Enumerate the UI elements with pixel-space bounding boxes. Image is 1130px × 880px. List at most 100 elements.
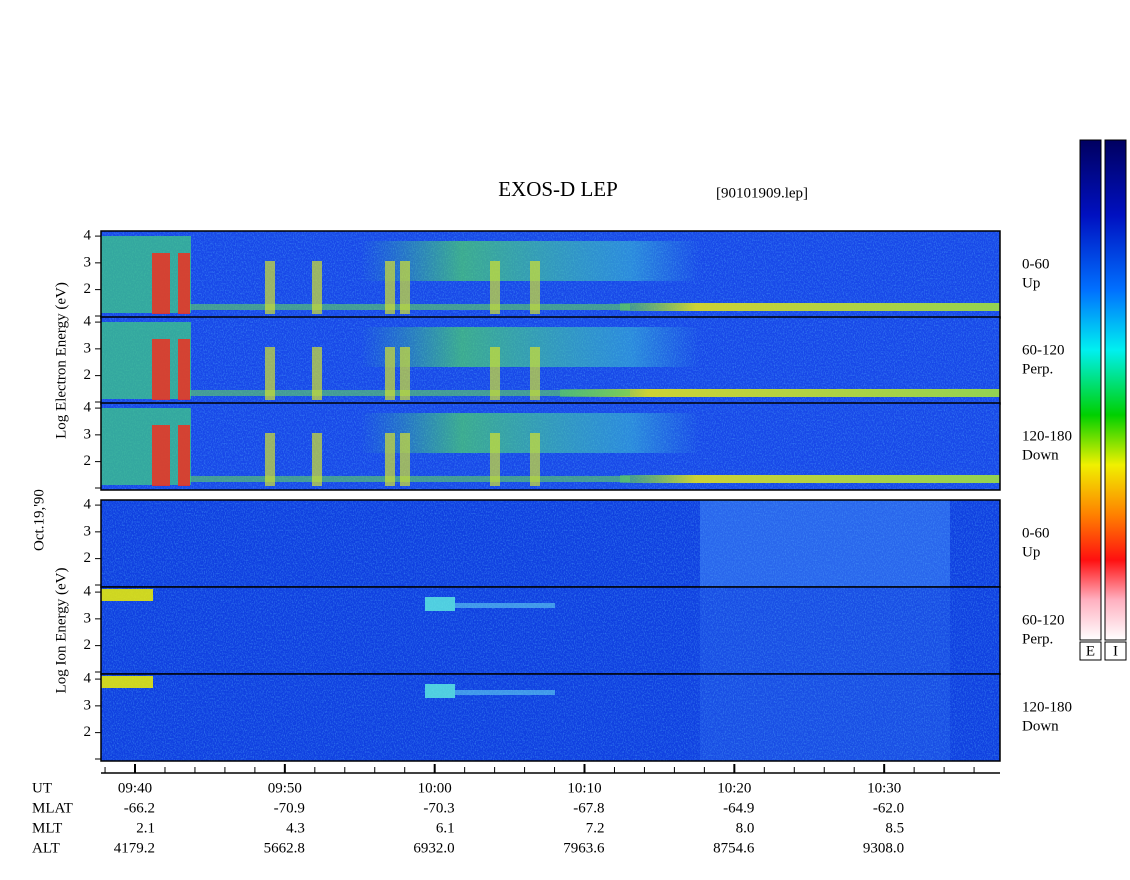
x-tick-label: 10:10: [567, 780, 601, 796]
burst: [265, 261, 275, 314]
aux-value: -70.9: [274, 800, 305, 816]
aux-value: -70.3: [423, 800, 454, 816]
y-tick-label: 3: [84, 340, 92, 356]
y-tick-label: 4: [84, 671, 92, 687]
aux-value: 7963.6: [563, 840, 605, 856]
y-tick-label: 2: [84, 367, 92, 383]
burst: [312, 347, 322, 400]
x-tick-label: 09:50: [268, 780, 302, 796]
x-tick-label: 10:00: [418, 780, 452, 796]
aux-value: -64.9: [723, 800, 754, 816]
burst: [265, 347, 275, 400]
ion-haze: [700, 500, 950, 587]
y-tick-label: 2: [84, 550, 92, 566]
y-tick-label: 3: [84, 697, 92, 713]
y-tick-label: 4: [84, 400, 92, 416]
low-band: [620, 475, 1000, 483]
panel-label: 120-180: [1022, 428, 1072, 444]
aux-row-label: MLT: [32, 820, 62, 836]
burst: [312, 261, 322, 314]
spectrogram-noise: [101, 587, 1000, 674]
title: EXOS-D LEP: [498, 177, 618, 201]
ion-trail: [455, 603, 555, 608]
y-tick-label: 2: [84, 453, 92, 469]
aux-value: 6932.0: [413, 840, 454, 856]
burst: [490, 433, 500, 486]
x-label: UT: [32, 780, 52, 796]
x-tick-label: 10:30: [867, 780, 901, 796]
aux-value: 5662.8: [264, 840, 305, 856]
y-tick-label: 4: [84, 314, 92, 330]
burst: [385, 347, 395, 400]
y-tick-label: 4: [84, 228, 92, 244]
aux-row-label: ALT: [32, 840, 60, 856]
ion-trail: [455, 690, 555, 695]
left-blob: [101, 236, 191, 313]
burst: [530, 433, 540, 486]
burst: [400, 347, 410, 400]
y-tick-label: 3: [84, 523, 92, 539]
panel-label: Down: [1022, 447, 1059, 463]
ion-haze: [700, 674, 950, 761]
aux-value: 6.1: [436, 820, 455, 836]
low-band: [560, 389, 1000, 397]
aux-value: 4179.2: [114, 840, 155, 856]
x-tick-label: 09:40: [118, 780, 152, 796]
burst: [490, 261, 500, 314]
panel-label: Perp.: [1022, 631, 1053, 647]
y-tick-label: 3: [84, 254, 92, 270]
burst: [530, 347, 540, 400]
aux-value: 9308.0: [863, 840, 904, 856]
y-tick-label: 2: [84, 724, 92, 740]
colorbar-label-box: [1079, 641, 1102, 661]
burst: [178, 253, 190, 314]
burst: [265, 433, 275, 486]
y-tick-label: 3: [84, 610, 92, 626]
panel-label: 120-180: [1022, 699, 1072, 715]
low-band: [620, 303, 1000, 311]
aux-value: 7.2: [586, 820, 605, 836]
ion-blob: [101, 676, 153, 688]
x-tick-label: 10:20: [717, 780, 751, 796]
colorbar-label: I: [1113, 643, 1118, 659]
colorbar: [1079, 139, 1102, 641]
ion-blob: [425, 684, 455, 698]
panel-label: 60-120: [1022, 342, 1065, 358]
burst: [152, 339, 170, 400]
spectrogram-noise: [101, 674, 1000, 761]
burst: [178, 339, 190, 400]
panel-label: 0-60: [1022, 525, 1050, 541]
y-tick-label: 4: [84, 497, 92, 513]
colorbar-label: E: [1086, 643, 1095, 659]
y-tick-label: 2: [84, 637, 92, 653]
aux-value: -67.8: [573, 800, 604, 816]
panel-label: Up: [1022, 275, 1040, 291]
burst: [178, 425, 190, 486]
burst: [530, 261, 540, 314]
burst: [400, 433, 410, 486]
panel-frame: [100, 673, 1001, 762]
left-blob: [101, 408, 191, 485]
burst: [312, 433, 322, 486]
date-label: Oct.19,'90: [31, 489, 47, 551]
spectrogram-noise: [101, 500, 1000, 587]
y-tick-label: 2: [84, 281, 92, 297]
panel-label: 60-120: [1022, 612, 1065, 628]
panel-label: Perp.: [1022, 361, 1053, 377]
group-label: Log Ion Energy (eV): [53, 568, 69, 694]
ion-blob: [425, 597, 455, 611]
aux-value: 2.1: [136, 820, 155, 836]
ion-blob: [101, 589, 153, 601]
aux-value: -62.0: [873, 800, 904, 816]
aux-value: 8.5: [885, 820, 904, 836]
panel-label: Down: [1022, 718, 1059, 734]
aux-value: -66.2: [124, 800, 155, 816]
left-blob: [101, 322, 191, 399]
file-label: [90101909.lep]: [716, 185, 808, 201]
aux-value: 4.3: [286, 820, 305, 836]
panel-label: Up: [1022, 544, 1040, 560]
aux-value: 8.0: [736, 820, 755, 836]
